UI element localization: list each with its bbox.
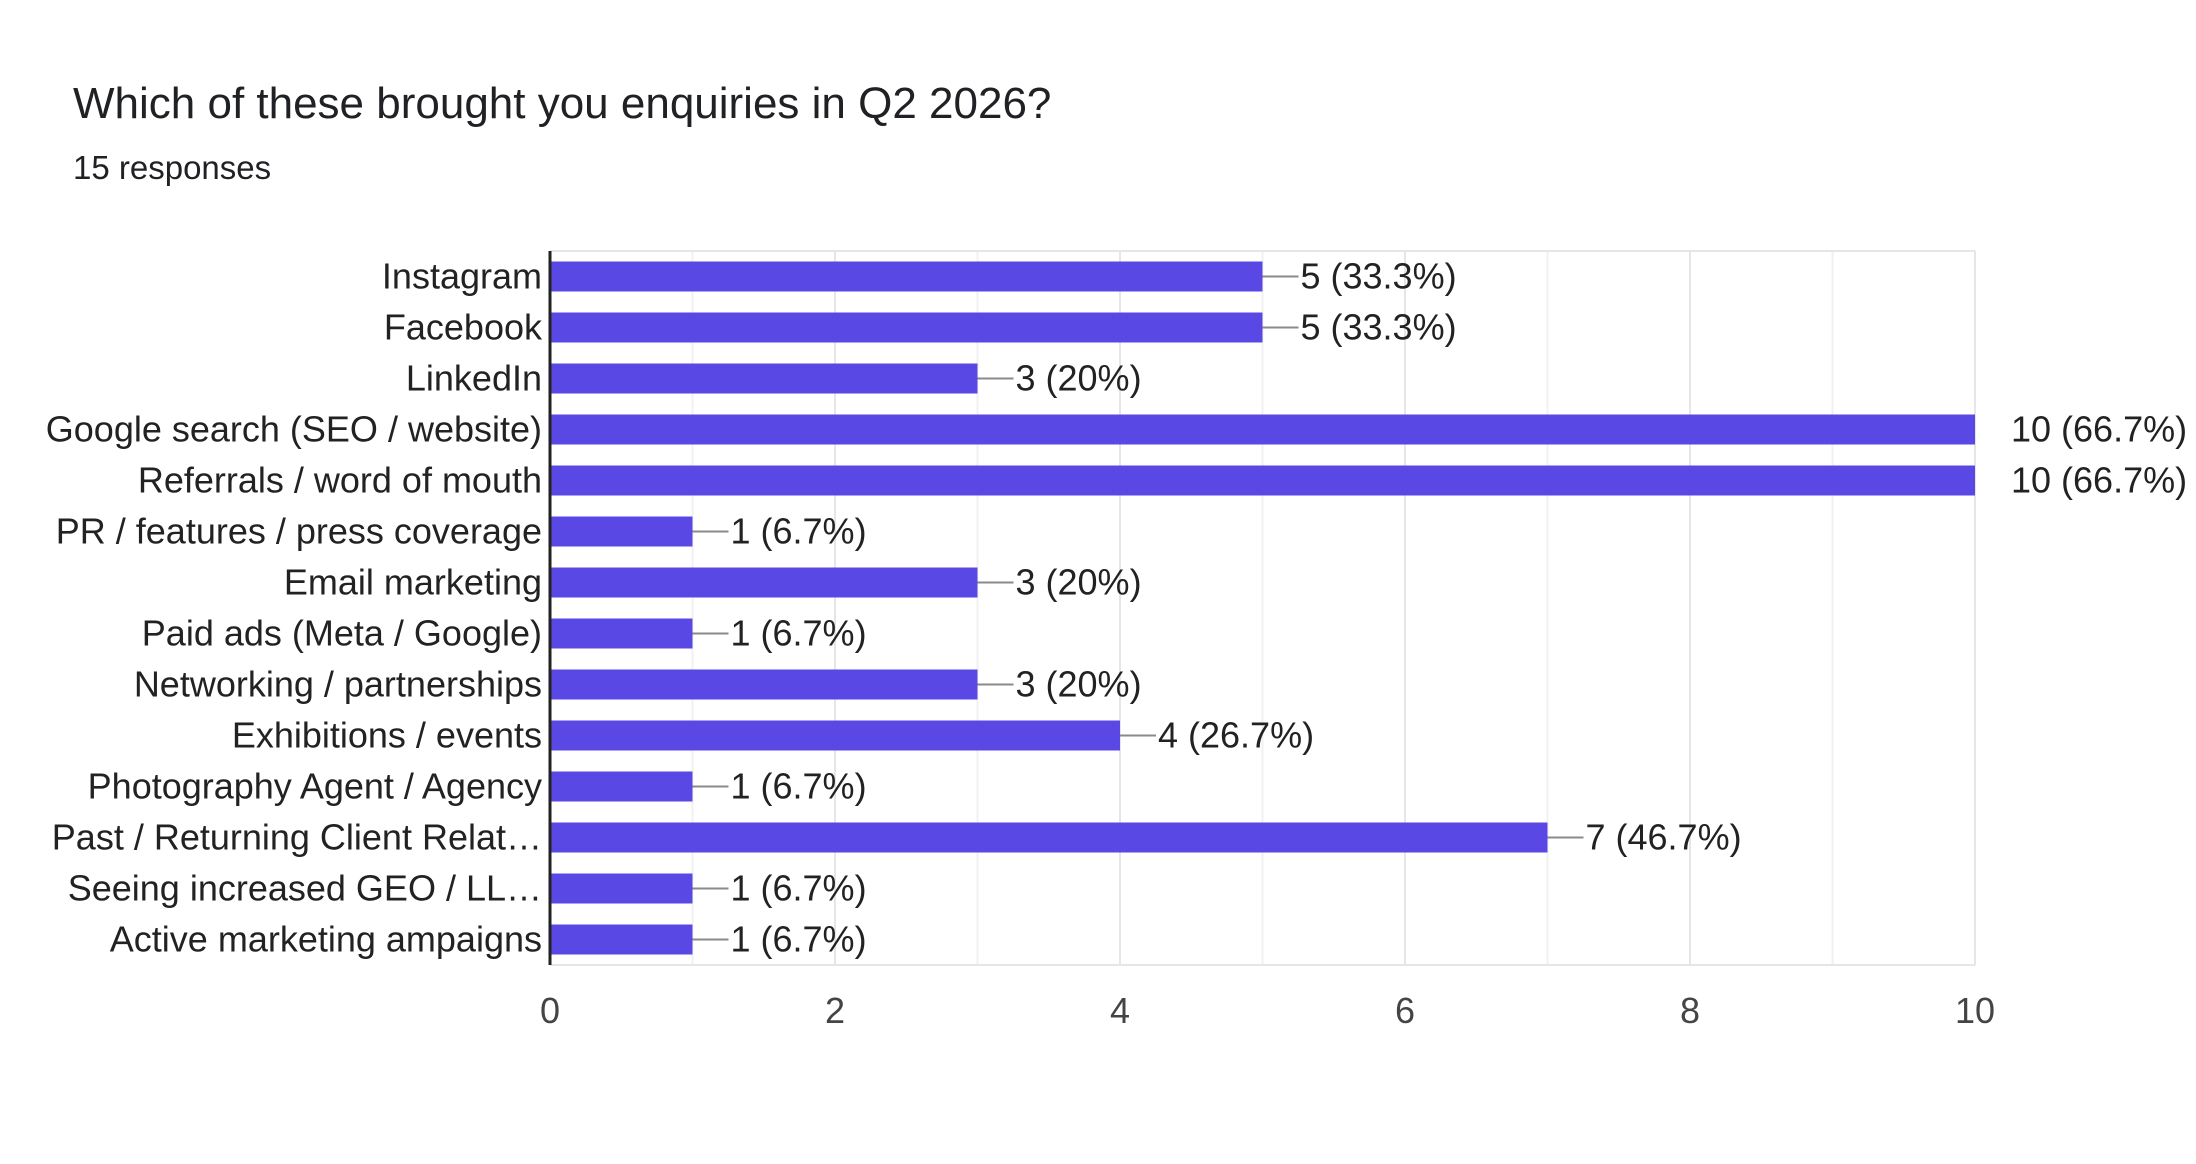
chart-title: Which of these brought you enquiries in …	[73, 79, 1052, 128]
bar	[550, 516, 693, 547]
category-label: Referrals / word of mouth	[138, 460, 542, 501]
value-label: 1 (6.7%)	[731, 919, 867, 960]
category-label: LinkedIn	[406, 358, 542, 399]
category-label: Google search (SEO / website)	[46, 409, 542, 450]
bar	[550, 873, 693, 904]
value-label: 10 (66.7%)	[2011, 409, 2187, 450]
category-label: Photography Agent / Agency	[88, 766, 542, 807]
x-tick-label: 4	[1110, 990, 1130, 1031]
category-label: Facebook	[384, 307, 543, 348]
category-label: Exhibitions / events	[232, 715, 542, 756]
category-label: Seeing increased GEO / LL…	[68, 868, 542, 909]
x-tick-label: 10	[1955, 990, 1995, 1031]
category-label: Networking / partnerships	[134, 664, 542, 705]
category-label: Past / Returning Client Relat…	[52, 817, 542, 858]
value-label: 1 (6.7%)	[731, 613, 867, 654]
value-label: 4 (26.7%)	[1158, 715, 1314, 756]
bar	[550, 618, 693, 649]
bar	[550, 312, 1263, 343]
value-label: 1 (6.7%)	[731, 511, 867, 552]
bar	[550, 465, 1975, 496]
value-label: 10 (66.7%)	[2011, 460, 2187, 501]
value-label: 3 (20%)	[1016, 358, 1142, 399]
bar	[550, 414, 1975, 445]
response-count: 15 responses	[73, 149, 272, 186]
value-label: 5 (33.3%)	[1301, 256, 1457, 297]
bar	[550, 567, 978, 598]
category-label: Instagram	[382, 256, 542, 297]
bar	[550, 924, 693, 955]
bar	[550, 669, 978, 700]
x-tick-label: 8	[1680, 990, 1700, 1031]
value-label: 3 (20%)	[1016, 664, 1142, 705]
category-label: Email marketing	[284, 562, 542, 603]
value-label: 5 (33.3%)	[1301, 307, 1457, 348]
x-tick-label: 2	[825, 990, 845, 1031]
bar	[550, 822, 1548, 853]
bar	[550, 363, 978, 394]
bar	[550, 771, 693, 802]
bar	[550, 720, 1120, 751]
value-label: 3 (20%)	[1016, 562, 1142, 603]
category-label: Paid ads (Meta / Google)	[142, 613, 542, 654]
value-label: 7 (46.7%)	[1586, 817, 1742, 858]
category-label: PR / features / press coverage	[56, 511, 542, 552]
category-label: Active marketing ampaigns	[110, 919, 542, 960]
value-label: 1 (6.7%)	[731, 766, 867, 807]
value-label: 1 (6.7%)	[731, 868, 867, 909]
x-tick-label: 6	[1395, 990, 1415, 1031]
bar	[550, 261, 1263, 292]
x-tick-label: 0	[540, 990, 560, 1031]
